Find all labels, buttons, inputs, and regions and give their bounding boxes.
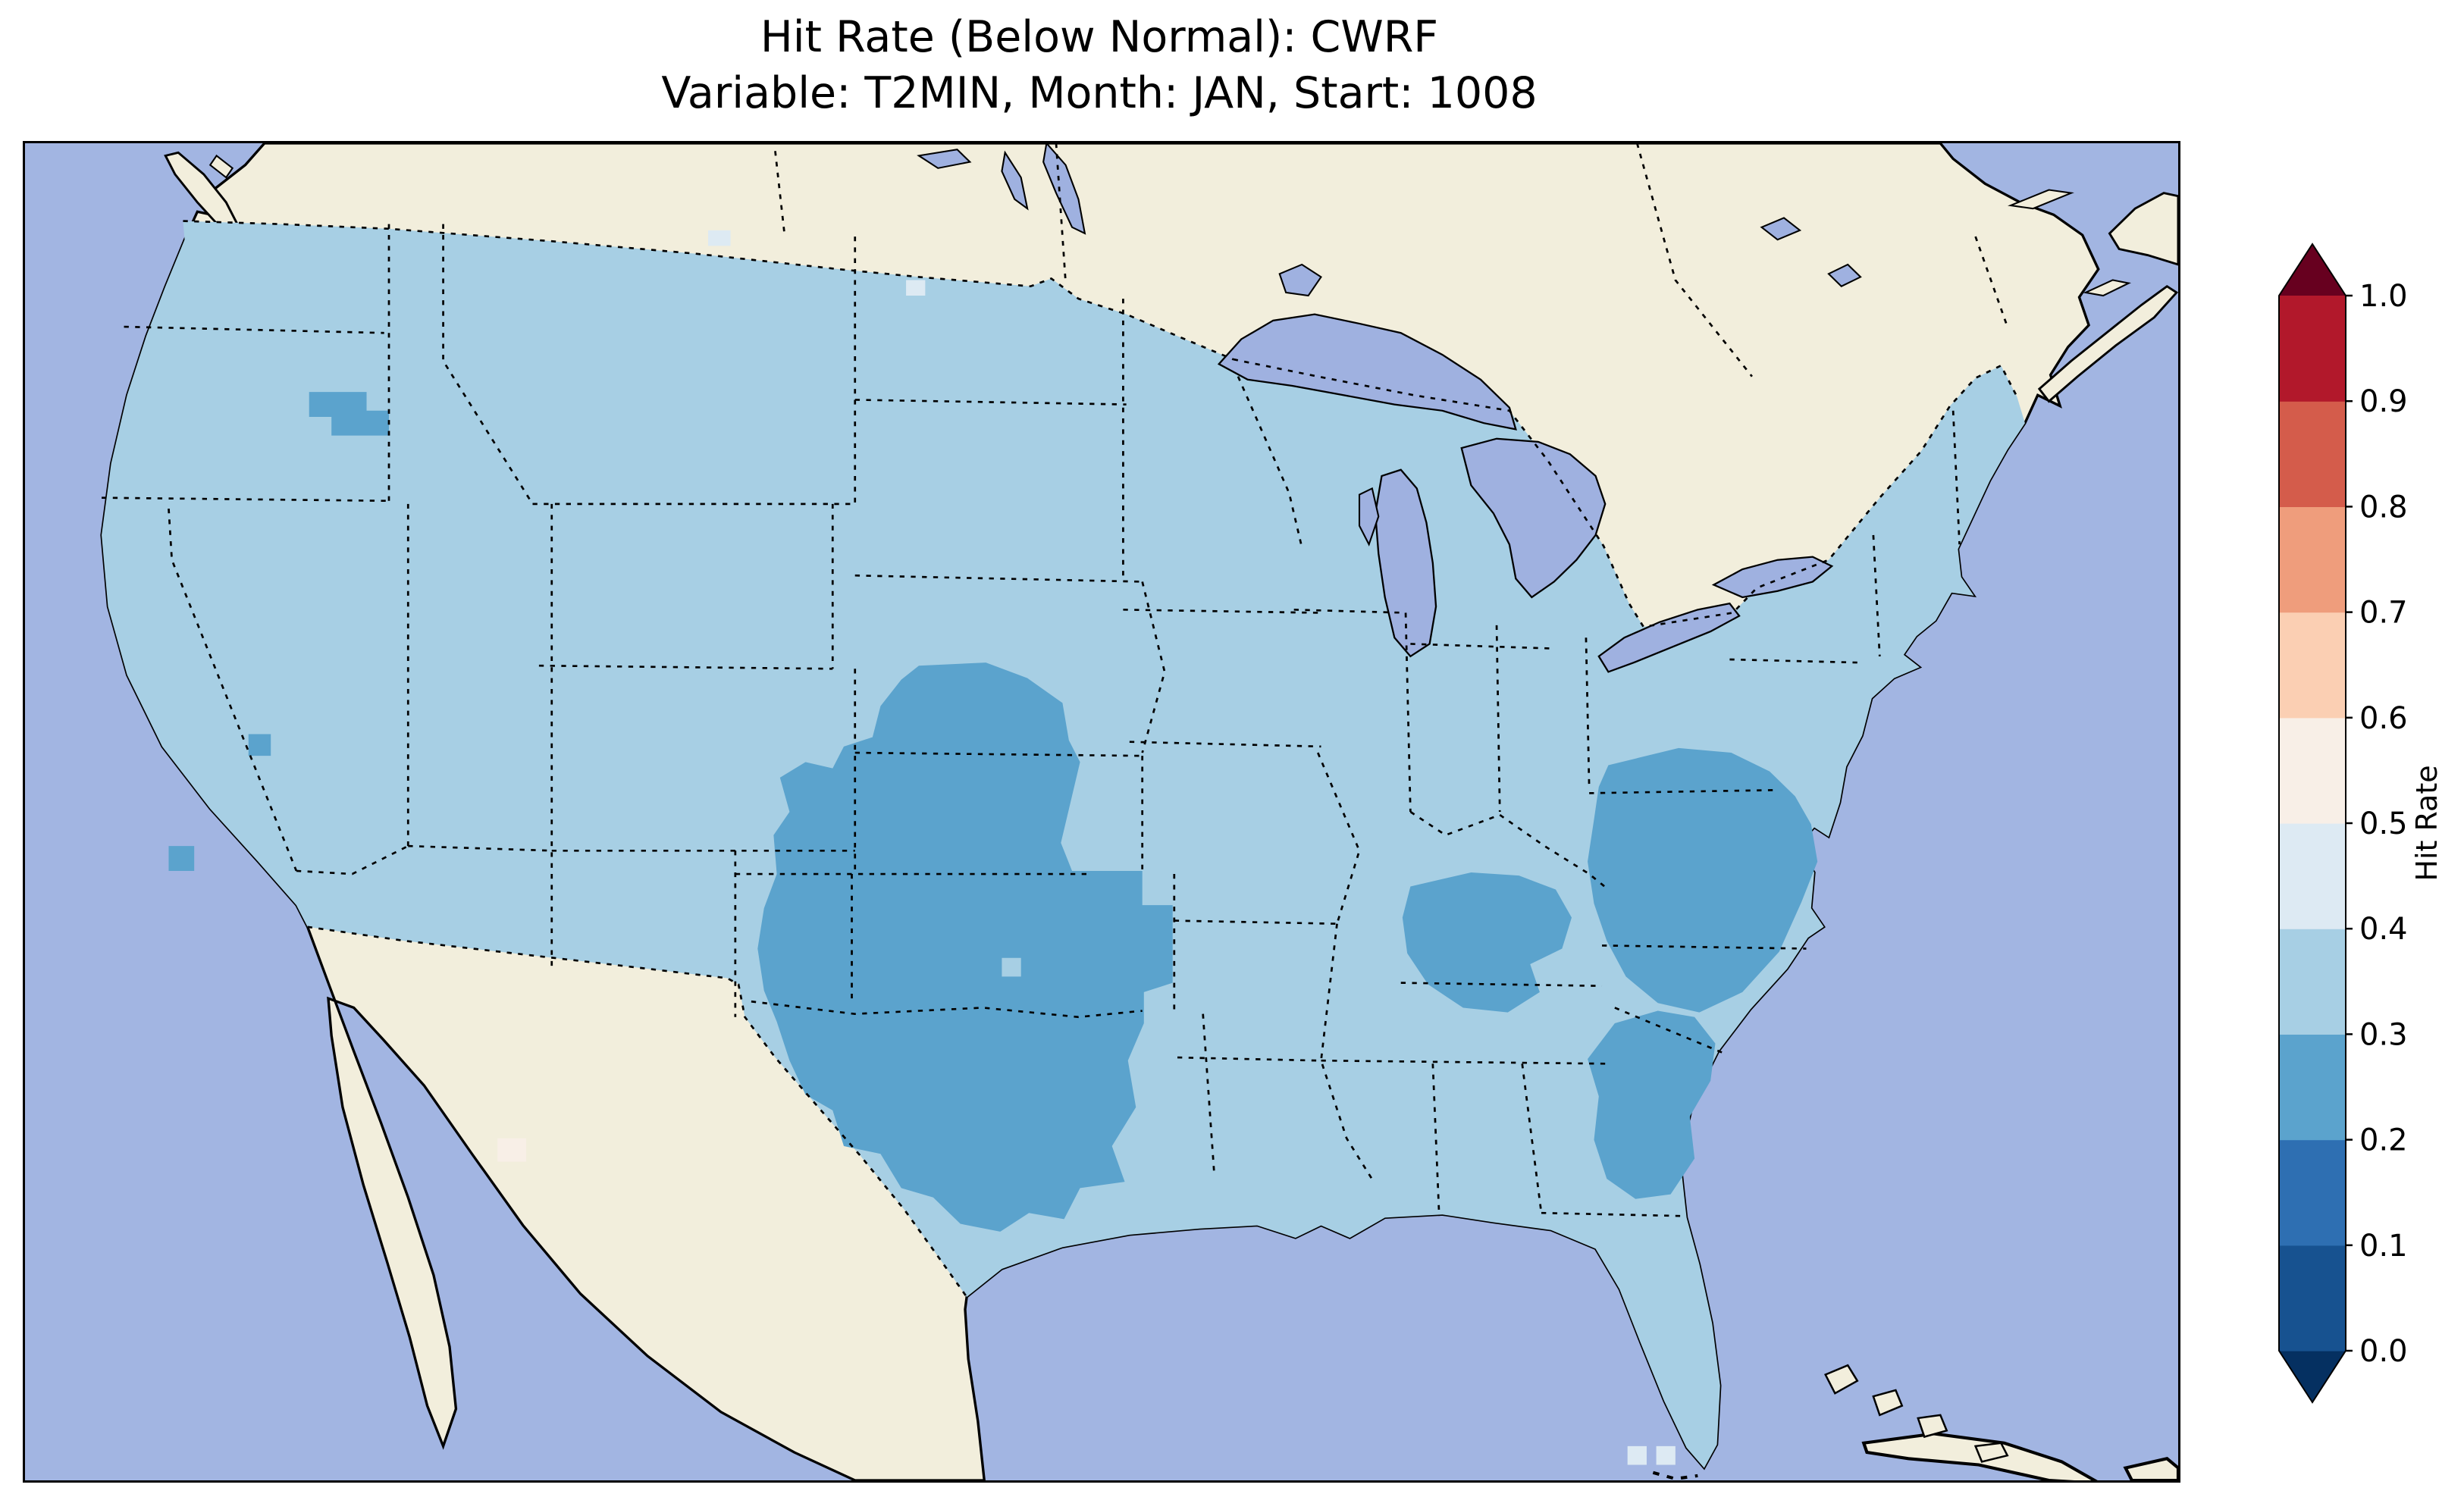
colorbar-tick-label: 0.6 — [2359, 701, 2408, 736]
colorbar-canvas: 0.0 0.1 0.2 0.3 0.4 0.5 0.6 0.7 0.8 0.9 1.0 Hit Rat… — [2274, 243, 2461, 1430]
colorbar-bin-0.8-0.9 — [2279, 401, 2346, 507]
title-line-1: Hit Rate (Below Normal): CWRF — [0, 9, 2199, 65]
cell-florida-light-2 — [1657, 1446, 1676, 1465]
colorbar-bin-0.1-0.2 — [2279, 1140, 2346, 1246]
colorbar-over-arrow — [2279, 244, 2346, 296]
figure-title: Hit Rate (Below Normal): CWRF Variable: … — [0, 9, 2199, 121]
cell-montana-border-light — [708, 230, 730, 246]
colorbar-bin-0.0-0.1 — [2279, 1245, 2346, 1351]
map-panel — [23, 141, 2180, 1483]
cell-inside-plains-light — [1002, 958, 1020, 977]
cell-florida-light-1 — [1628, 1446, 1647, 1465]
cell-california-dark — [168, 846, 194, 871]
colorbar-tick-label: 0.7 — [2359, 596, 2408, 631]
map-canvas — [25, 143, 2178, 1480]
colorbar-bin-0.2-0.3 — [2279, 1034, 2346, 1140]
colorbar-bin-0.9-1.0 — [2279, 296, 2346, 402]
colorbar-tick-label: 0.1 — [2359, 1229, 2408, 1264]
colorbar-bin-0.6-0.7 — [2279, 612, 2346, 719]
colorbar-under-arrow — [2279, 1351, 2346, 1402]
colorbar-tick-label: 0.8 — [2359, 490, 2408, 525]
colorbar-bin-0.4-0.5 — [2279, 823, 2346, 929]
colorbar-bin-0.5-0.6 — [2279, 718, 2346, 824]
cell-north-border-light — [906, 280, 925, 296]
colorbar-tick-label: 0.0 — [2359, 1334, 2408, 1369]
colorbar-tick-label: 0.2 — [2359, 1123, 2408, 1158]
figure: Hit Rate (Below Normal): CWRF Variable: … — [0, 0, 2464, 1494]
colorbar-bin-0.7-0.8 — [2279, 506, 2346, 612]
cell-nevada-dark — [249, 734, 271, 756]
colorbar-label: Hit Rate — [2410, 765, 2444, 881]
cell-west-texas-bright — [497, 1139, 526, 1162]
colorbar-tick-label: 0.5 — [2359, 807, 2408, 841]
colorbar-tick-label: 0.9 — [2359, 384, 2408, 419]
colorbar-tick-label: 0.3 — [2359, 1017, 2408, 1052]
title-line-2: Variable: T2MIN, Month: JAN, Start: 1008 — [0, 65, 2199, 121]
colorbar-tick-label: 0.4 — [2359, 912, 2408, 947]
colorbar-tick-label: 1.0 — [2359, 279, 2408, 314]
colorbar-bin-0.3-0.4 — [2279, 929, 2346, 1035]
colorbar-panel: 0.0 0.1 0.2 0.3 0.4 0.5 0.6 0.7 0.8 0.9 1.0 Hit Rat… — [2274, 243, 2461, 1430]
